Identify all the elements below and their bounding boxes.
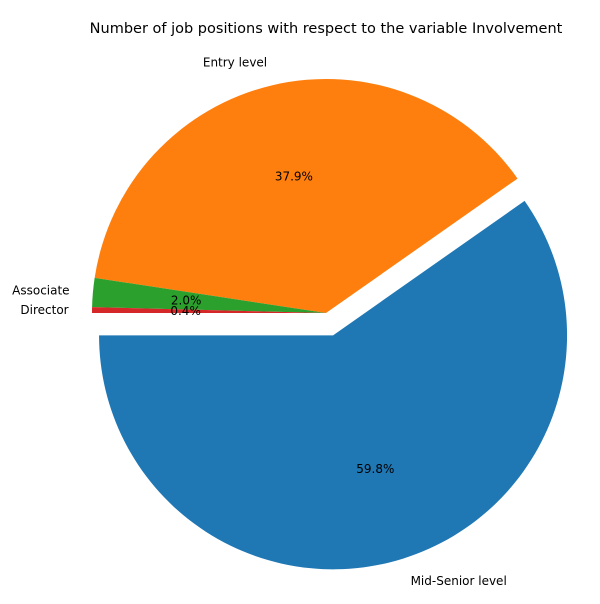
pie-slices <box>92 79 568 570</box>
pie-slice-associate <box>92 277 326 313</box>
slice-label-entry-level: Entry level <box>203 55 267 69</box>
pie-slice-entry-level <box>94 79 518 314</box>
chart-title: Number of job positions with respect to … <box>90 21 563 37</box>
pie-labels: 59.8% Mid-Senior level 37.9% Entry level 2.0… <box>12 55 507 587</box>
pie-slice-mid-senior-level <box>99 200 568 570</box>
slice-label-associate: Associate <box>12 283 69 297</box>
pct-label-associate: 2.0% <box>171 294 202 308</box>
slice-label-mid-senior-level: Mid-Senior level <box>411 574 507 588</box>
slice-label-director: Director <box>20 303 68 317</box>
pct-label-director: 0.4% <box>170 304 201 318</box>
pct-label-mid-senior-level: 59.8% <box>356 462 394 476</box>
pct-label-entry-level: 37.9% <box>275 169 313 183</box>
pie-slice-director <box>92 307 326 313</box>
